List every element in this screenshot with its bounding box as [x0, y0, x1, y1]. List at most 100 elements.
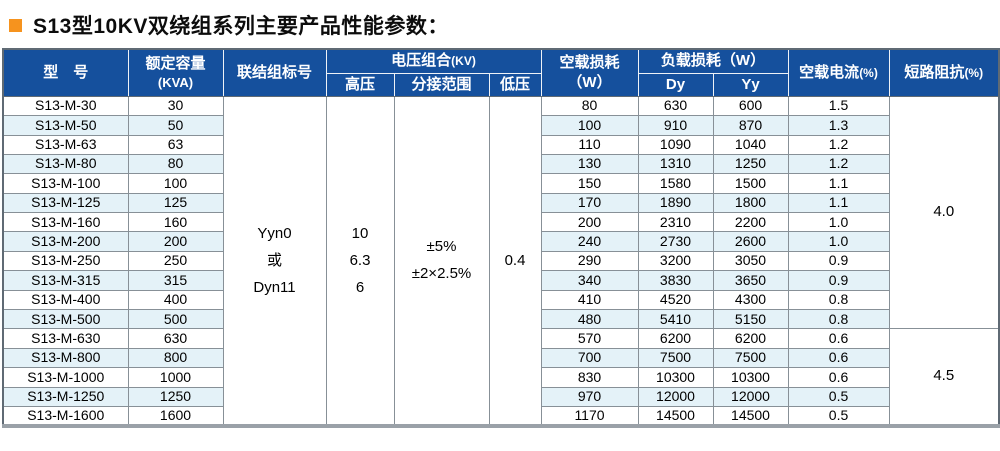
- cell-current: 1.0: [787, 212, 890, 233]
- page-title-row: S13型10KV双绕组系列主要产品性能参数：: [0, 0, 1000, 48]
- cell-dy: 6200: [637, 328, 714, 349]
- cell-dy: 12000: [637, 386, 714, 408]
- cell-kva: 80: [127, 153, 224, 175]
- cell-current: 1.2: [787, 153, 890, 175]
- cell-tap: ±5% ±2×2.5%: [393, 95, 490, 427]
- header-suffix: (%): [859, 65, 878, 80]
- cell-kva: 200: [127, 231, 224, 252]
- merged-cell-line: Yyn0: [257, 224, 292, 242]
- cell-dy: 4520: [637, 289, 714, 311]
- cell-model: S13-M-250: [2, 250, 129, 272]
- col-header-yy: Yy: [712, 72, 789, 97]
- cell-kva: 125: [127, 192, 224, 214]
- cell-current: 0.9: [787, 270, 890, 291]
- cell-kva: 160: [127, 212, 224, 233]
- cell-yy: 4300: [712, 289, 789, 311]
- col-header-voltage-group: 电压组合(KV): [325, 48, 542, 74]
- cell-model: S13-M-630: [2, 328, 129, 349]
- cell-current: 0.8: [787, 309, 890, 330]
- col-header-tap: 分接范围: [393, 72, 490, 97]
- table-row: S13-M-800 800 700 7500 7500 0.6: [2, 347, 999, 369]
- cell-yy: 5150: [712, 309, 789, 330]
- cell-hv: 10 6.3 6: [325, 95, 395, 427]
- cell-dy: 1310: [637, 153, 714, 175]
- table-row: S13-M-80 80 130 1310 1250 1.2: [2, 153, 999, 175]
- table-row: S13-M-315 315 340 3830 3650 0.9: [2, 270, 999, 291]
- header-line: （W）: [567, 73, 612, 91]
- cell-loss: 110: [540, 134, 639, 155]
- cell-loss: 200: [540, 212, 639, 233]
- cell-loss: 80: [540, 95, 639, 117]
- merged-cell-line: Dyn11: [253, 278, 296, 296]
- merged-cell-line: 0.4: [504, 251, 526, 269]
- spec-table: 型 号 额定容量 (KVA) 联结组标号 电压组合(KV) 空载损耗 （W） 负…: [2, 48, 1000, 428]
- cell-kva: 1250: [127, 386, 224, 408]
- cell-current: 1.0: [787, 231, 890, 252]
- cell-yy: 870: [712, 115, 789, 136]
- cell-dy: 7500: [637, 347, 714, 369]
- cell-current: 0.5: [787, 405, 890, 427]
- cell-yy: 3050: [712, 250, 789, 272]
- header-text: 空载电流: [799, 63, 860, 81]
- header-text: 电压组合: [391, 52, 452, 70]
- cell-model: S13-M-500: [2, 309, 129, 330]
- cell-current: 1.5: [787, 95, 890, 117]
- merged-cell-line: 6.3: [349, 251, 371, 269]
- col-header-model: 型 号: [2, 48, 129, 97]
- cell-lv: 0.4: [488, 95, 542, 427]
- table-row: S13-M-250 250 290 3200 3050 0.9: [2, 250, 999, 272]
- cell-kva: 400: [127, 289, 224, 311]
- table-row: S13-M-63 63 110 1090 1040 1.2: [2, 134, 999, 155]
- cell-dy: 630: [637, 95, 714, 117]
- cell-model: S13-M-800: [2, 347, 129, 369]
- cell-loss: 1170: [540, 405, 639, 427]
- cell-yy: 1800: [712, 192, 789, 214]
- cell-loss: 150: [540, 173, 639, 194]
- merged-cell-line: ±5%: [426, 238, 457, 256]
- cell-loss: 970: [540, 386, 639, 408]
- cell-model: S13-M-1600: [2, 405, 129, 427]
- table-row: S13-M-160 160 200 2310 2200 1.0: [2, 212, 999, 233]
- cell-yy: 2600: [712, 231, 789, 252]
- cell-yy: 1040: [712, 134, 789, 155]
- cell-loss: 100: [540, 115, 639, 136]
- col-header-no-load-loss: 空载损耗 （W）: [540, 48, 639, 97]
- cell-kva: 500: [127, 309, 224, 330]
- col-header-hv: 高压: [325, 72, 395, 97]
- cell-yy: 3650: [712, 270, 789, 291]
- cell-current: 1.2: [787, 134, 890, 155]
- cell-kva: 100: [127, 173, 224, 194]
- cell-current: 0.8: [787, 289, 890, 311]
- col-header-capacity: 额定容量 (KVA): [127, 48, 224, 97]
- cell-yy: 600: [712, 95, 789, 117]
- cell-connection: Yyn0 或 Dyn11: [222, 95, 327, 427]
- cell-current: 0.9: [787, 250, 890, 272]
- cell-current: 1.1: [787, 173, 890, 194]
- cell-loss: 130: [540, 153, 639, 175]
- cell-loss: 700: [540, 347, 639, 369]
- cell-loss: 570: [540, 328, 639, 349]
- cell-kva: 315: [127, 270, 224, 291]
- cell-model: S13-M-125: [2, 192, 129, 214]
- cell-dy: 5410: [637, 309, 714, 330]
- header-suffix: (KV): [451, 54, 476, 69]
- cell-dy: 2310: [637, 212, 714, 233]
- cell-kva: 1000: [127, 367, 224, 388]
- cell-yy: 6200: [712, 328, 789, 349]
- table-row: S13-M-125 125 170 1890 1800 1.1: [2, 192, 999, 214]
- cell-loss: 240: [540, 231, 639, 252]
- cell-current: 1.3: [787, 115, 890, 136]
- cell-loss: 290: [540, 250, 639, 272]
- cell-loss: 170: [540, 192, 639, 214]
- table-row: S13-M-100 100 150 1580 1500 1.1: [2, 173, 999, 194]
- table-row: S13-M-500 500 480 5410 5150 0.8: [2, 309, 999, 330]
- cell-yy: 1250: [712, 153, 789, 175]
- merged-cell-line: 6: [355, 278, 365, 296]
- cell-dy: 3200: [637, 250, 714, 272]
- col-header-connection: 联结组标号: [222, 48, 327, 97]
- cell-kva: 250: [127, 250, 224, 272]
- cell-model: S13-M-160: [2, 212, 129, 233]
- cell-impedance: 4.0: [888, 95, 1000, 330]
- cell-model: S13-M-1250: [2, 386, 129, 408]
- table-row: S13-M-400 400 410 4520 4300 0.8: [2, 289, 999, 311]
